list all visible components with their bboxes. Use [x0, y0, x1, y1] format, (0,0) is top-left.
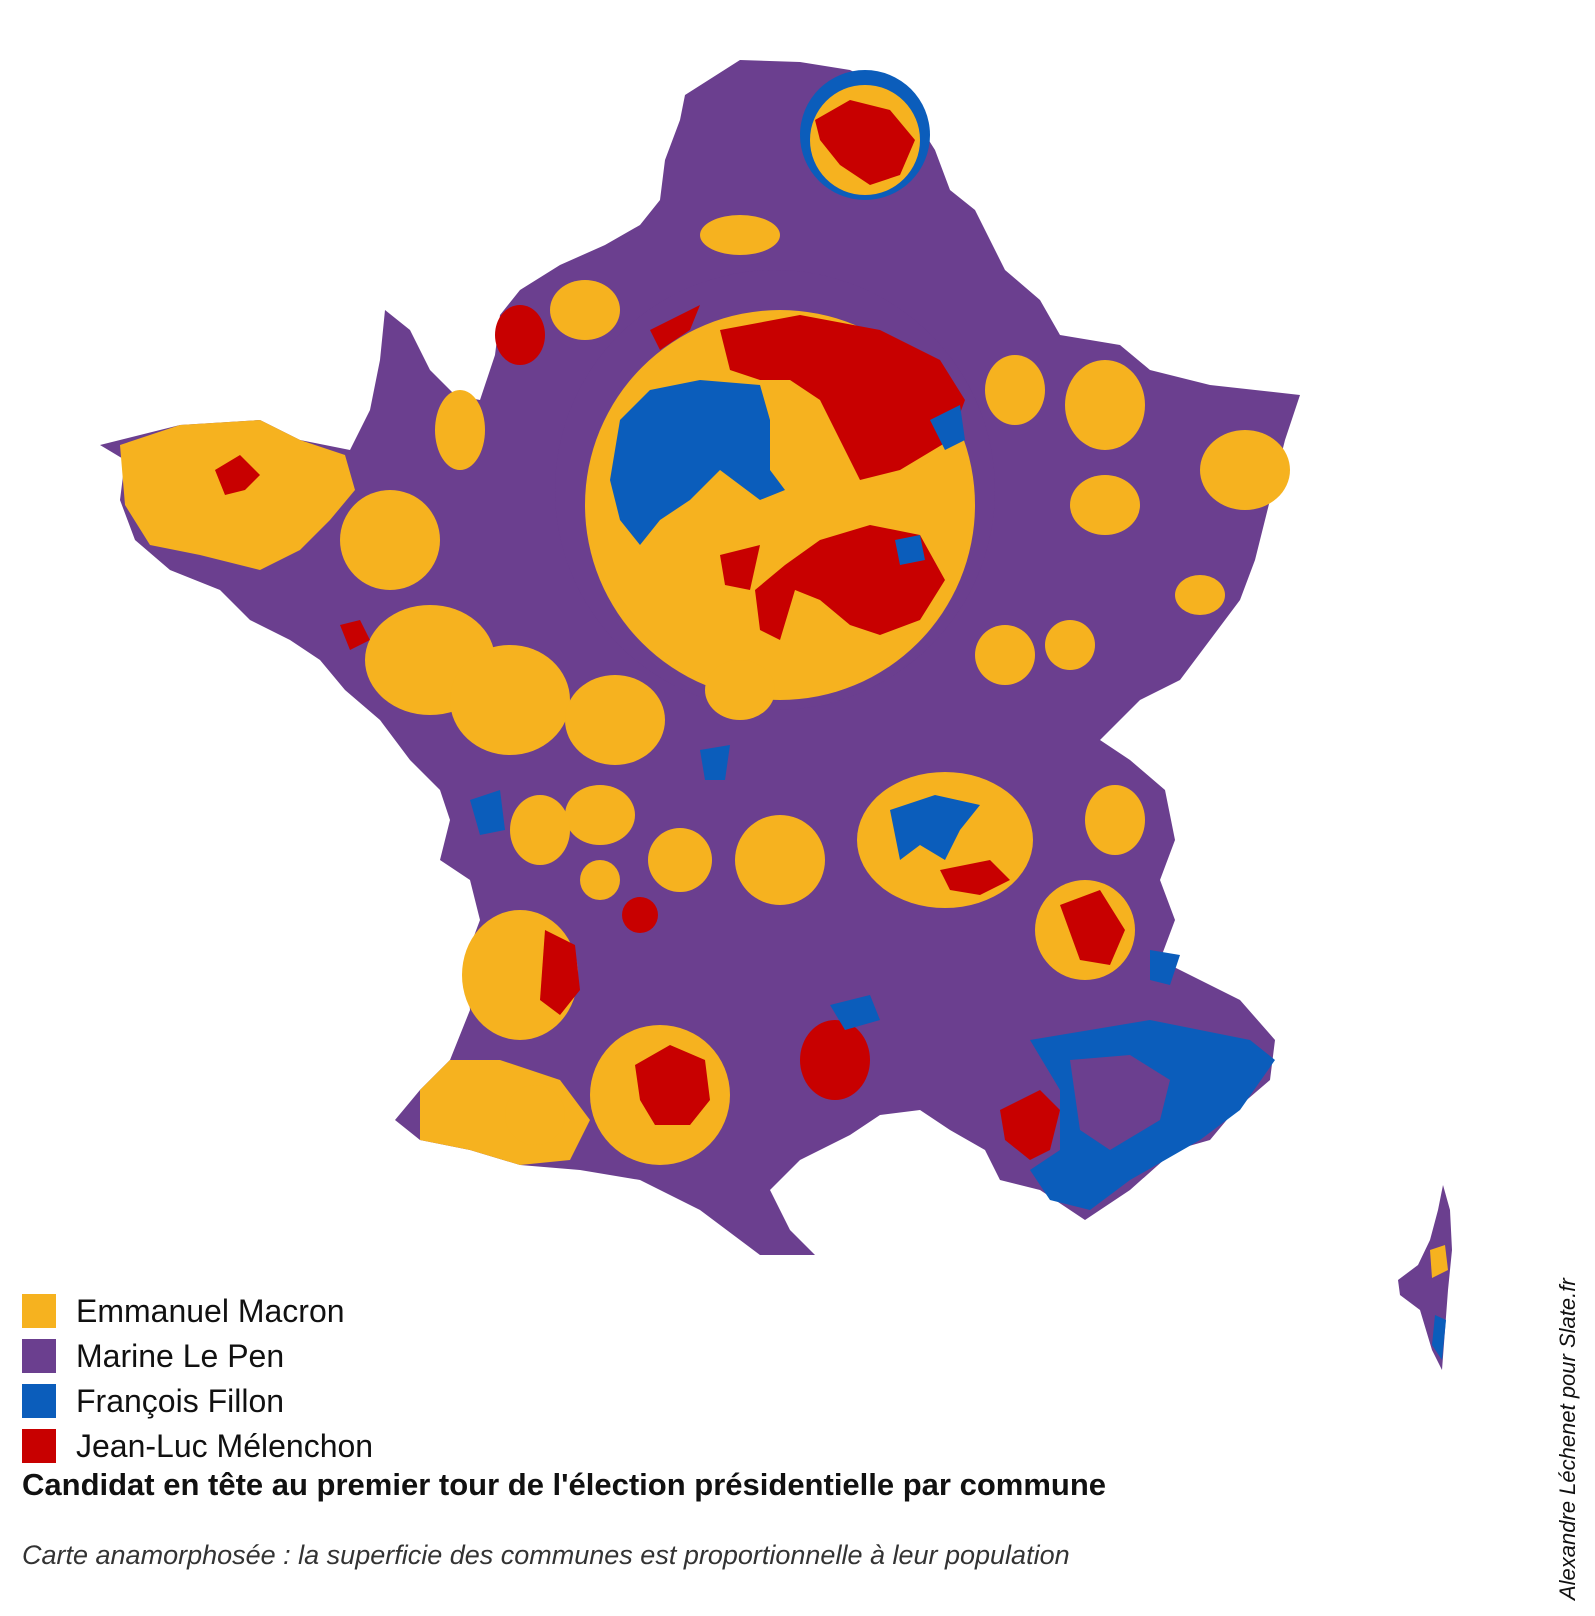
- nancy-bubble: [1070, 475, 1140, 535]
- montpellier-bubble: [800, 1020, 870, 1100]
- legend-item-macron: Emmanuel Macron: [22, 1288, 373, 1333]
- orleans-bubble: [705, 660, 775, 720]
- corsica-fillon: [1432, 1315, 1446, 1360]
- legend-item-melenchon: Jean-Luc Mélenchon: [22, 1423, 373, 1468]
- map-subtitle: Carte anamorphosée : la superficie des c…: [22, 1540, 1070, 1570]
- legend-swatch-fillon: [22, 1383, 56, 1418]
- mulhouse-bubble: [1175, 575, 1225, 615]
- toulouse-bubble: [590, 1025, 730, 1165]
- fillon-scatter: [470, 405, 1180, 1030]
- poitiers-bubble: [510, 795, 570, 865]
- rouen-bubble: [550, 280, 620, 340]
- legend: Emmanuel Macron Marine Le Pen François F…: [22, 1288, 373, 1468]
- bordeaux-bubble: [462, 910, 580, 1040]
- clermont-bubble: [735, 815, 825, 905]
- legend-label-fillon: François Fillon: [76, 1382, 285, 1419]
- corsica: [1398, 1185, 1452, 1370]
- nantes-bubble: [450, 645, 570, 755]
- legend-item-fillon: François Fillon: [22, 1378, 373, 1423]
- besancon-bubble: [1045, 620, 1095, 670]
- marseille-area: [1000, 1090, 1060, 1160]
- nice-inner: [1070, 1055, 1170, 1150]
- amiens-bubble: [700, 215, 780, 255]
- pau-bubble: [505, 1085, 565, 1145]
- legend-swatch-macron: [22, 1293, 56, 1328]
- lyon-bubble: [857, 772, 1033, 908]
- grenoble-bubble: [1035, 880, 1135, 980]
- legend-label-macron: Emmanuel Macron: [76, 1292, 345, 1329]
- strasbourg-bubble: [1200, 430, 1290, 510]
- map-title: Candidat en tête au premier tour de l'él…: [22, 1467, 1107, 1502]
- dijon-bubble: [975, 625, 1035, 685]
- legend-label-lepen: Marine Le Pen: [76, 1337, 285, 1374]
- paris-bubble: [555, 270, 995, 710]
- geneva-bubble: [1085, 785, 1145, 855]
- legend-item-lepen: Marine Le Pen: [22, 1333, 373, 1378]
- le-havre-bubble: [495, 305, 545, 365]
- legend-swatch-lepen: [22, 1338, 56, 1373]
- limoges-bubble: [648, 828, 712, 892]
- credit-line: Alexandre Léchenet pour Slate.fr: [1555, 1278, 1580, 1600]
- reims-bubble: [985, 355, 1045, 425]
- legend-swatch-melenchon: [22, 1428, 56, 1463]
- small-bubble-red: [622, 897, 658, 933]
- small-bubble-a: [580, 860, 620, 900]
- tours-bubble: [565, 785, 635, 845]
- corsica-macron: [1430, 1245, 1448, 1278]
- metz-bubble: [1065, 360, 1145, 450]
- legend-label-melenchon: Jean-Luc Mélenchon: [76, 1427, 374, 1464]
- lille-bubble: [800, 70, 930, 200]
- angers-bubble: [565, 675, 665, 765]
- brittany-region: [120, 390, 495, 715]
